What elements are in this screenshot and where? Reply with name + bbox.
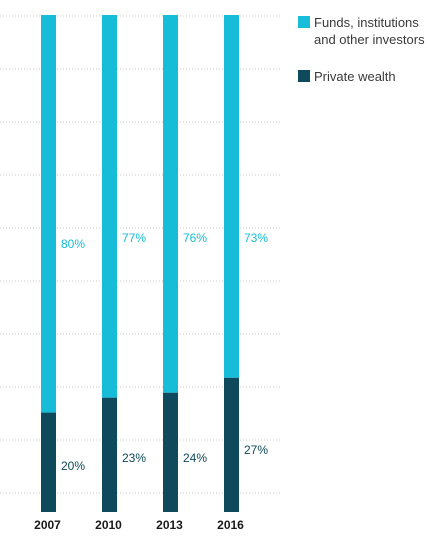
- bar-funds-2013: [163, 15, 178, 393]
- legend: Funds, institutions and other investors Pr…: [298, 15, 425, 84]
- bar-funds-2016: [224, 15, 239, 378]
- legend-label: Private wealth: [314, 69, 396, 84]
- x-tick-label-2010: 2010: [95, 518, 122, 532]
- data-label-funds-2016: 73%: [244, 231, 268, 245]
- data-label-private-wealth-2007: 20%: [61, 459, 85, 473]
- data-label-private-wealth-2013: 24%: [183, 451, 207, 465]
- data-label-funds-2013: 76%: [183, 231, 207, 245]
- gridlines: [0, 15, 282, 494]
- data-label-private-wealth-2010: 23%: [122, 451, 146, 465]
- legend-swatch: [298, 16, 310, 28]
- bar-private-wealth-2007: [41, 412, 56, 512]
- legend-label: and other investors: [314, 32, 425, 47]
- data-label-funds-2007: 80%: [61, 237, 85, 251]
- data-label-funds-2010: 77%: [122, 231, 146, 245]
- x-tick-label-2007: 2007: [34, 518, 61, 532]
- bar-private-wealth-2010: [102, 397, 117, 512]
- data-label-private-wealth-2016: 27%: [244, 443, 268, 457]
- bar-private-wealth-2013: [163, 392, 178, 512]
- x-tick-label-2016: 2016: [217, 518, 244, 532]
- data-labels: 80% 20% 77% 23% 76% 24% 73% 27%: [61, 231, 268, 473]
- bar-private-wealth-2016: [224, 377, 239, 512]
- legend-label: Funds, institutions: [314, 15, 419, 30]
- bars: [41, 15, 239, 512]
- legend-swatch: [298, 70, 310, 82]
- x-tick-labels: 2007 2010 2013 2016: [34, 518, 244, 532]
- bar-funds-2007: [41, 15, 56, 413]
- bar-funds-2010: [102, 15, 117, 398]
- x-tick-label-2013: 2013: [156, 518, 183, 532]
